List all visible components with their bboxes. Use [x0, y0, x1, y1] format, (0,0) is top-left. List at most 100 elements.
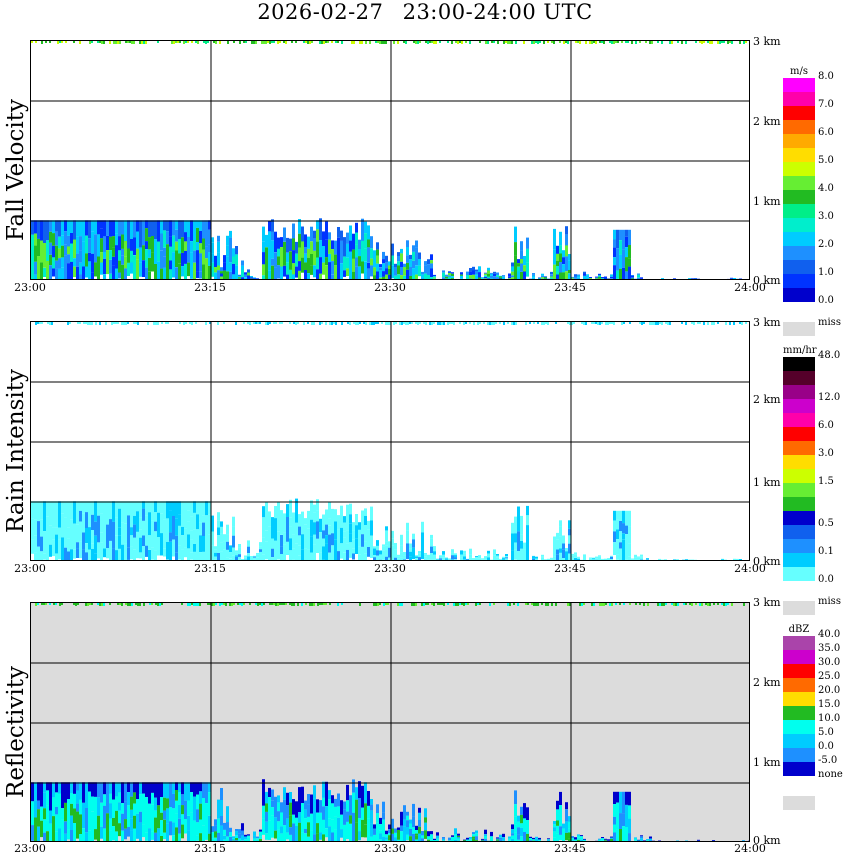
echo-cell	[55, 260, 58, 269]
echo-cell	[118, 792, 121, 803]
echo-cell	[565, 271, 568, 279]
echo-cell	[49, 525, 52, 545]
echo-cell	[541, 559, 544, 560]
echo-cell	[469, 268, 472, 272]
echo-cell	[262, 241, 265, 253]
echo-cell	[460, 550, 463, 555]
echo-cell	[532, 556, 535, 559]
echo-cell	[550, 276, 553, 278]
echo-cell	[199, 791, 202, 804]
echo-cell	[559, 791, 562, 806]
cloud-band-cell	[133, 41, 135, 44]
cloud-band-cell	[369, 322, 371, 325]
legend-row	[783, 176, 823, 190]
cloud-band-cell	[443, 603, 445, 606]
cloud-band-cell	[579, 41, 581, 44]
echo-cell	[460, 275, 463, 279]
echo-cell	[214, 552, 217, 557]
echo-cell	[226, 806, 229, 823]
echo-cell	[190, 262, 193, 279]
echo-cell	[544, 277, 547, 279]
cloud-band-cell	[359, 322, 361, 324]
cloud-band-cell	[261, 41, 263, 44]
echo-cell	[334, 539, 337, 560]
echo-cell	[514, 516, 517, 528]
echo-cell	[73, 523, 76, 550]
echo-cell	[109, 782, 112, 794]
cloud-band-cell	[635, 41, 637, 44]
echo-cell	[133, 255, 136, 279]
echo-cell	[313, 534, 316, 545]
cloud-band-cell	[153, 322, 155, 325]
echo-cell	[409, 819, 412, 824]
echo-cell	[148, 512, 151, 536]
echo-cell	[385, 262, 388, 269]
echo-cell	[727, 560, 730, 561]
echo-cell	[622, 249, 625, 268]
echo-cell	[232, 555, 235, 560]
echo-cell	[343, 801, 346, 810]
echo-cell	[742, 279, 745, 280]
echo-cell	[574, 837, 577, 840]
echo-cell	[514, 542, 517, 550]
echo-cell	[613, 520, 616, 532]
echo-cell	[541, 556, 544, 558]
echo-cell	[325, 509, 328, 525]
echo-cell	[355, 514, 358, 526]
echo-cell	[55, 782, 58, 793]
cloud-band-cell	[485, 41, 487, 44]
echo-cell	[370, 823, 373, 837]
echo-cell	[79, 799, 82, 815]
echo-cell	[139, 822, 142, 841]
echo-cell	[592, 557, 595, 559]
echo-cell	[502, 837, 505, 841]
cloud-band-cell	[585, 322, 587, 325]
cloud-band-cell	[623, 603, 625, 605]
echo-cell	[163, 256, 166, 268]
cloud-band-cell	[491, 41, 493, 43]
echo-cell	[511, 271, 514, 276]
echo-cell	[547, 839, 550, 841]
cloud-band-cell	[429, 322, 431, 325]
echo-cell	[304, 533, 307, 543]
echo-cell	[604, 276, 607, 278]
cloud-band-cell	[273, 603, 275, 605]
echo-cell	[427, 259, 430, 265]
cloud-band-cell	[713, 603, 715, 605]
echo-cell	[133, 782, 136, 793]
echo-cell	[163, 797, 166, 811]
y-tick-label: 3 km	[753, 35, 781, 48]
legend-swatch	[783, 190, 815, 204]
echo-cell	[334, 240, 337, 255]
echo-cell	[403, 263, 406, 267]
echo-cell	[88, 830, 91, 841]
echo-cell	[394, 267, 397, 276]
cloud-band-cell	[577, 41, 579, 43]
echo-cell	[250, 558, 253, 560]
cloud-band-cell	[357, 322, 359, 325]
echo-cell	[136, 220, 139, 232]
cloud-band-cell	[731, 41, 733, 44]
cloud-band-cell	[187, 41, 189, 43]
echo-cell	[361, 261, 364, 274]
echo-cell	[484, 834, 487, 836]
echo-cell	[499, 275, 502, 277]
cloud-band-cell	[411, 322, 413, 324]
echo-cell	[124, 543, 127, 560]
echo-cell	[73, 239, 76, 259]
echo-cell	[559, 813, 562, 827]
echo-cell	[193, 250, 196, 263]
legend-swatch	[783, 678, 815, 692]
cloud-band-cell	[643, 322, 645, 324]
echo-cell	[211, 826, 214, 833]
echo-cell	[196, 501, 199, 515]
echo-cell	[319, 832, 322, 840]
echo-cell	[598, 555, 601, 557]
cloud-band-cell	[739, 41, 741, 44]
echo-cell	[235, 561, 238, 562]
echo-cell	[613, 265, 616, 279]
echo-cell	[625, 827, 628, 841]
echo-cell	[157, 528, 160, 537]
echo-cell	[472, 266, 475, 271]
cloud-band-cell	[479, 322, 481, 324]
